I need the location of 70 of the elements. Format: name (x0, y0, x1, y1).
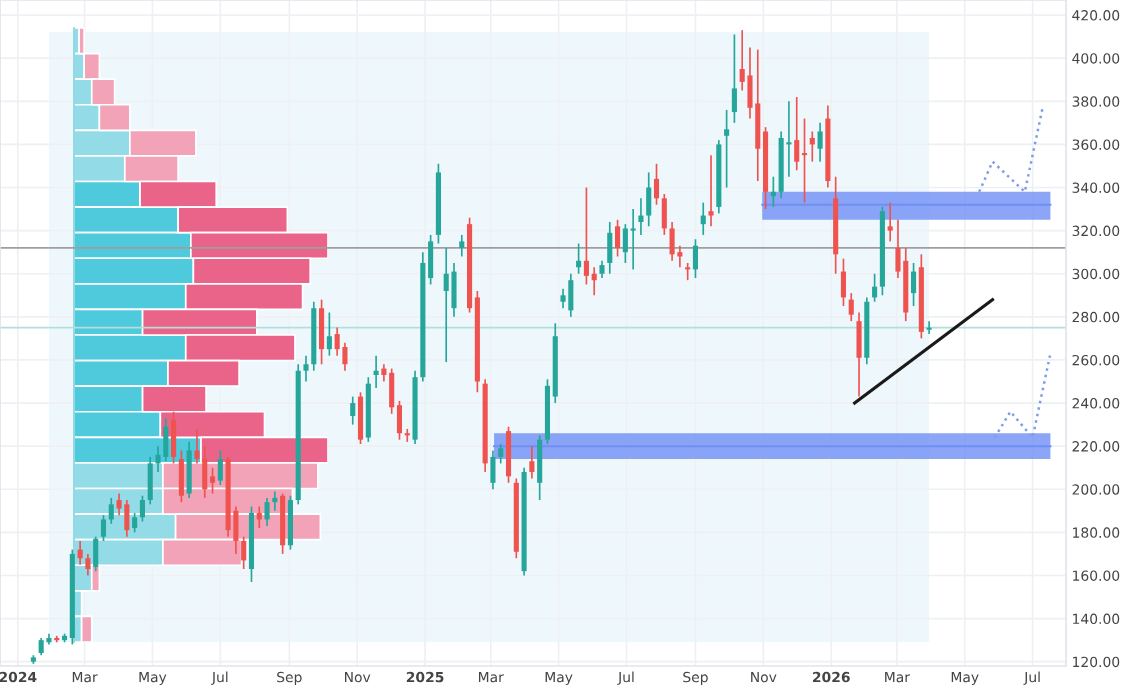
candlestick (685, 262, 691, 282)
candlestick (178, 449, 184, 504)
candlestick (700, 201, 706, 236)
candlestick (350, 395, 356, 426)
candlestick (591, 266, 597, 297)
candlestick (692, 238, 699, 279)
candlestick (373, 354, 379, 389)
candlestick (661, 193, 667, 236)
candlestick (171, 410, 177, 465)
candlestick (342, 341, 348, 372)
candlestick (646, 171, 652, 228)
candlestick (334, 326, 340, 357)
candlestick (451, 262, 457, 318)
candlestick (357, 391, 364, 445)
candlestick (404, 428, 410, 443)
candlestick (801, 117, 808, 204)
candlestick (568, 272, 574, 318)
candlestick (319, 298, 325, 366)
candlestick (264, 497, 270, 527)
candlestick (459, 234, 465, 258)
candlestick (794, 96, 800, 172)
candlestick (872, 272, 878, 303)
candlestick (669, 221, 675, 262)
candlestick (615, 219, 621, 258)
candlestick (209, 466, 216, 495)
candlestick (817, 122, 823, 163)
candlestick (724, 109, 730, 189)
candlestick (537, 434, 543, 501)
candlestick (147, 456, 153, 506)
candlestick (529, 445, 535, 480)
candlestick (576, 242, 582, 275)
candlestick (186, 441, 192, 499)
candlestick (505, 425, 512, 484)
candlestick (217, 449, 223, 486)
candlestick (85, 553, 91, 577)
candlestick (809, 130, 815, 163)
candlestick (622, 223, 628, 264)
candlestick (911, 262, 917, 307)
candlestick (653, 162, 660, 206)
candlestick (490, 449, 496, 491)
candlestick (256, 505, 262, 529)
candlestick (326, 311, 332, 357)
candlestick (287, 494, 293, 551)
candlestick (840, 257, 847, 307)
candlestick (241, 535, 247, 570)
candlestick (132, 512, 138, 534)
candlestick (770, 175, 776, 208)
candlestick (77, 540, 83, 566)
candlestick (856, 311, 862, 398)
candlestick (443, 247, 449, 363)
candlestick (139, 494, 145, 523)
candlestick (887, 201, 893, 243)
candlestick (202, 445, 208, 499)
candlestick (108, 497, 114, 525)
candlestick (731, 33, 737, 124)
candlestick (272, 490, 278, 512)
candlestick (560, 287, 566, 310)
candlestick (926, 320, 932, 335)
candlestick (630, 208, 636, 271)
candlestick (124, 499, 130, 538)
candlestick (163, 417, 169, 463)
candlestick (583, 186, 589, 286)
candlestick (638, 197, 644, 236)
candlestick (708, 154, 714, 228)
candlestick (498, 443, 504, 465)
candlestick (607, 221, 613, 275)
candlestick (303, 354, 309, 383)
candlestick (100, 514, 107, 542)
candlestick (848, 292, 854, 322)
candlestick (194, 428, 200, 465)
